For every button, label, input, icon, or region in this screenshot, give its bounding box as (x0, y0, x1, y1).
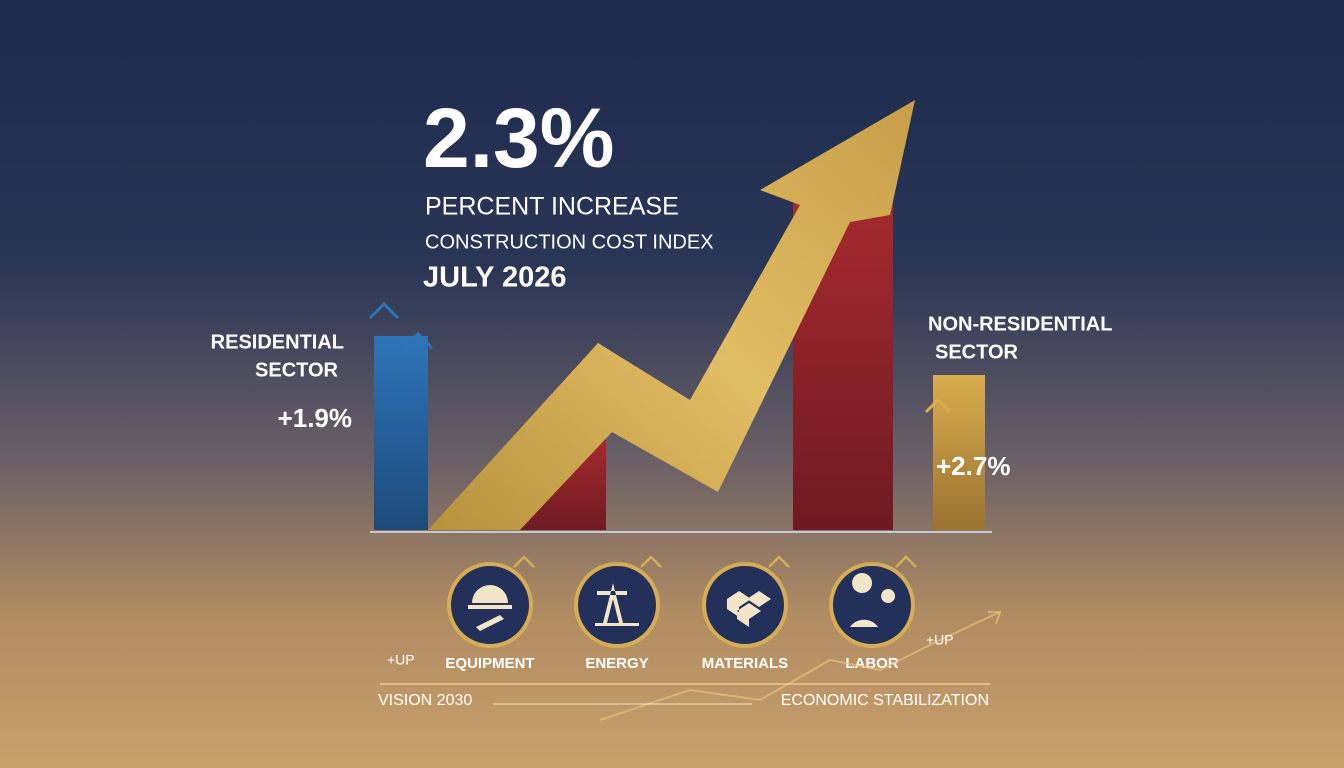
sector-labels: RESIDENTIAL SECTOR +1.9% NON-RESIDENTIAL… (211, 313, 1113, 481)
up-chevron (924, 397, 952, 414)
sector-change: +2.7% (936, 451, 1010, 481)
trend-line (599, 611, 1001, 721)
residential-bar (374, 336, 428, 530)
footer: VISION 2030 ECONOMIC STABILIZATION (378, 683, 990, 709)
driver-chevron (513, 555, 535, 568)
driver-badge (829, 562, 915, 648)
driver-chevron (640, 555, 662, 568)
non-residential-bar (933, 375, 985, 530)
sector-label: SECTOR (255, 359, 339, 381)
up-label: +UP (926, 632, 954, 648)
headline: 2.3% PERCENT INCREASE CONSTRUCTION COST … (423, 91, 714, 293)
headline-value: 2.3% (423, 91, 614, 185)
sector-change: +1.9% (278, 403, 352, 433)
up-chevron (402, 331, 434, 350)
trend-arrowhead (988, 611, 1002, 625)
headline-date: JULY 2026 (423, 262, 567, 294)
up-label: +UP (387, 652, 415, 668)
footer-left: VISION 2030 (378, 692, 472, 709)
driver-icon (468, 585, 512, 631)
sector-label: RESIDENTIAL (211, 331, 344, 353)
headline-line: CONSTRUCTION COST INDEX (425, 231, 714, 253)
driver-chevron (895, 555, 917, 568)
sector-label: NON-RESIDENTIAL (928, 313, 1112, 335)
driver-chevron (768, 555, 790, 568)
sector-label: SECTOR (935, 341, 1019, 363)
driver-icon (850, 573, 896, 627)
driver-icon (595, 583, 639, 626)
bottom-trend: +UP +UP (387, 611, 1002, 721)
trend-arrow (428, 100, 915, 530)
footer-right: ECONOMIC STABILIZATION (781, 692, 989, 709)
drivers: EQUIPMENT ENERGY MATERIALS LABOR (445, 555, 917, 672)
driver-label: MATERIALS (702, 655, 788, 672)
driver-icon (727, 591, 771, 627)
driver-badge (702, 562, 788, 648)
driver-label: ENERGY (585, 655, 648, 672)
up-chevron (368, 301, 400, 320)
driver-label: EQUIPMENT (445, 655, 534, 672)
headline-line: PERCENT INCREASE (425, 193, 679, 221)
